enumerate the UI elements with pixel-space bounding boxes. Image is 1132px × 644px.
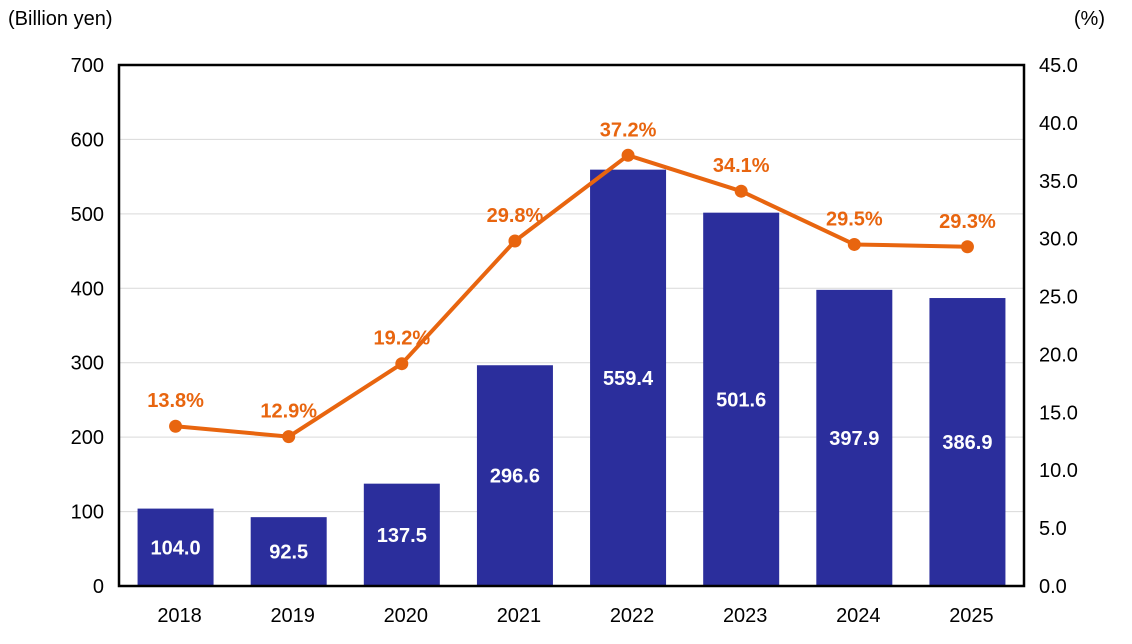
right-axis-title: (%) bbox=[1073, 8, 1105, 30]
x-axis-label-2018: 2018 bbox=[157, 605, 202, 627]
line-value-label: 12.9% bbox=[260, 401, 317, 423]
left-axis-title: (Billion yen) bbox=[8, 8, 113, 30]
line-value-label: 37.2% bbox=[600, 119, 657, 141]
x-axis-label-2024: 2024 bbox=[836, 605, 881, 627]
bar-2019 bbox=[250, 517, 327, 586]
left-axis-tick: 500 bbox=[71, 204, 104, 226]
bar-value-label: 559.4 bbox=[603, 368, 654, 390]
bar-value-label: 296.6 bbox=[490, 466, 540, 488]
line-value-label: 29.3% bbox=[939, 211, 996, 233]
bar-2018 bbox=[137, 508, 214, 586]
line-marker-2019 bbox=[282, 430, 296, 444]
line-marker-2025 bbox=[960, 240, 974, 254]
right-axis-tick: 40.0 bbox=[1039, 113, 1078, 135]
line-marker-2018 bbox=[169, 419, 183, 433]
right-axis-tick: 5.0 bbox=[1039, 518, 1067, 540]
right-axis-tick: 25.0 bbox=[1039, 287, 1078, 309]
line-marker-2023 bbox=[734, 184, 748, 198]
bar-value-label: 137.5 bbox=[377, 525, 427, 547]
bar-2021 bbox=[476, 365, 553, 586]
bar-2024 bbox=[816, 289, 893, 586]
right-axis-tick: 0.0 bbox=[1039, 576, 1067, 598]
x-axis-label-2023: 2023 bbox=[723, 605, 768, 627]
line-marker-2022 bbox=[621, 148, 635, 162]
bar-2023 bbox=[703, 212, 780, 586]
line-value-label: 19.2% bbox=[373, 328, 430, 350]
line-marker-2024 bbox=[847, 237, 861, 251]
right-axis-tick: 10.0 bbox=[1039, 460, 1078, 482]
line-series bbox=[173, 153, 970, 439]
line-value-label: 13.8% bbox=[147, 390, 204, 412]
line-marker-2021 bbox=[508, 234, 522, 248]
line-value-label: 29.5% bbox=[826, 208, 883, 230]
line-marker-2020 bbox=[395, 357, 409, 371]
plot-border bbox=[117, 63, 1026, 588]
left-axis-tick: 400 bbox=[71, 278, 104, 300]
x-axis-label-2019: 2019 bbox=[270, 605, 315, 627]
x-axis-label-2022: 2022 bbox=[610, 605, 655, 627]
bar-value-label: 501.6 bbox=[716, 389, 766, 411]
right-axis-tick: 30.0 bbox=[1039, 229, 1078, 251]
left-axis-tick: 300 bbox=[71, 353, 104, 375]
x-axis-label-2025: 2025 bbox=[949, 605, 994, 627]
bar-value-label: 92.5 bbox=[269, 542, 308, 564]
bar-value-label: 397.9 bbox=[829, 428, 879, 450]
line-value-label: 29.8% bbox=[487, 205, 544, 227]
left-axis-tick: 700 bbox=[71, 55, 104, 77]
line-value-label: 34.1% bbox=[713, 155, 770, 177]
bar-2022 bbox=[590, 169, 667, 586]
bar-2025 bbox=[929, 298, 1006, 586]
left-axis-tick: 600 bbox=[71, 129, 104, 151]
right-axis-tick: 35.0 bbox=[1039, 171, 1078, 193]
right-axis-tick: 15.0 bbox=[1039, 402, 1078, 424]
right-axis-tick: 45.0 bbox=[1039, 55, 1078, 77]
bar-value-label: 386.9 bbox=[942, 432, 992, 454]
left-axis-tick: 200 bbox=[71, 427, 104, 449]
left-axis-tick: 100 bbox=[71, 502, 104, 524]
left-axis-tick: 0 bbox=[93, 576, 104, 598]
right-axis-tick: 20.0 bbox=[1039, 344, 1078, 366]
bar-2020 bbox=[363, 483, 440, 586]
x-axis-label-2020: 2020 bbox=[384, 605, 429, 627]
x-axis-label-2021: 2021 bbox=[497, 605, 542, 627]
bar-value-label: 104.0 bbox=[151, 537, 201, 559]
